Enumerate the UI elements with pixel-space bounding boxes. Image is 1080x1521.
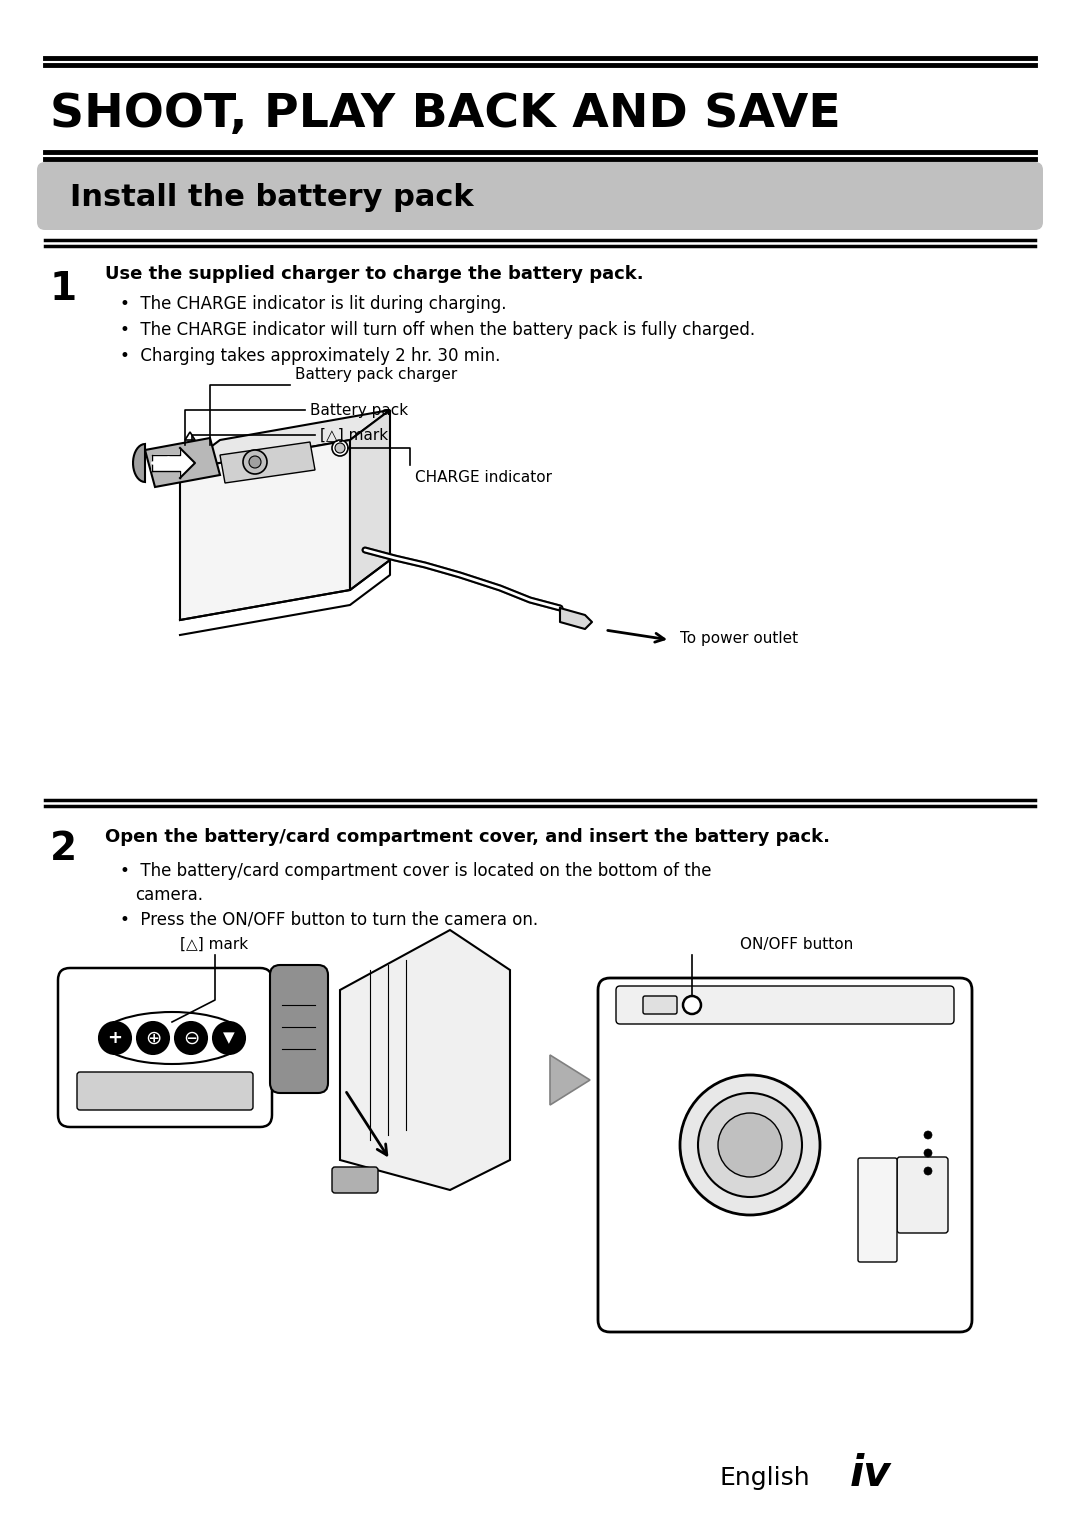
FancyBboxPatch shape xyxy=(616,986,954,1024)
Text: ON/OFF button: ON/OFF button xyxy=(740,937,853,952)
Text: 1: 1 xyxy=(50,271,77,307)
Text: ⊖: ⊖ xyxy=(183,1028,199,1048)
Text: SHOOT, PLAY BACK AND SAVE: SHOOT, PLAY BACK AND SAVE xyxy=(50,93,840,137)
Circle shape xyxy=(137,1022,168,1054)
Text: •  The CHARGE indicator will turn off when the battery pack is fully charged.: • The CHARGE indicator will turn off whe… xyxy=(120,321,755,339)
Text: •  The CHARGE indicator is lit during charging.: • The CHARGE indicator is lit during cha… xyxy=(120,295,507,313)
Text: •  Charging takes approximately 2 hr. 30 min.: • Charging takes approximately 2 hr. 30 … xyxy=(120,347,500,365)
Text: •  The battery/card compartment cover is located on the bottom of the: • The battery/card compartment cover is … xyxy=(120,862,712,881)
Circle shape xyxy=(249,456,261,468)
Circle shape xyxy=(243,450,267,475)
Text: Battery pack: Battery pack xyxy=(310,403,408,417)
Polygon shape xyxy=(340,929,510,1189)
Circle shape xyxy=(213,1022,245,1054)
Text: iv: iv xyxy=(850,1453,891,1495)
Polygon shape xyxy=(152,449,195,478)
Circle shape xyxy=(718,1113,782,1177)
Text: 2: 2 xyxy=(50,830,77,868)
Circle shape xyxy=(924,1132,932,1139)
Circle shape xyxy=(924,1167,932,1176)
Text: [△] mark: [△] mark xyxy=(320,427,388,443)
FancyBboxPatch shape xyxy=(37,163,1043,230)
Circle shape xyxy=(924,1148,932,1157)
FancyBboxPatch shape xyxy=(77,1072,253,1110)
Circle shape xyxy=(332,440,348,456)
Polygon shape xyxy=(145,438,220,487)
FancyBboxPatch shape xyxy=(332,1167,378,1192)
Text: ▼: ▼ xyxy=(224,1031,234,1045)
Text: ⊕: ⊕ xyxy=(145,1028,161,1048)
FancyBboxPatch shape xyxy=(858,1157,897,1262)
FancyBboxPatch shape xyxy=(270,964,328,1094)
Text: Install the battery pack: Install the battery pack xyxy=(70,184,474,213)
FancyBboxPatch shape xyxy=(643,996,677,1015)
Circle shape xyxy=(99,1022,131,1054)
Text: Battery pack charger: Battery pack charger xyxy=(295,368,457,382)
Text: +: + xyxy=(108,1030,122,1046)
Polygon shape xyxy=(180,440,350,621)
Polygon shape xyxy=(550,1056,590,1104)
FancyBboxPatch shape xyxy=(897,1157,948,1234)
Circle shape xyxy=(683,996,701,1015)
Text: English: English xyxy=(720,1466,811,1491)
Text: CHARGE indicator: CHARGE indicator xyxy=(415,470,552,485)
Text: camera.: camera. xyxy=(135,887,203,903)
Polygon shape xyxy=(350,411,390,590)
Polygon shape xyxy=(220,443,315,484)
Polygon shape xyxy=(133,444,145,482)
Polygon shape xyxy=(561,608,592,630)
Text: [△] mark: [△] mark xyxy=(180,937,248,952)
Circle shape xyxy=(698,1094,802,1197)
Circle shape xyxy=(175,1022,207,1054)
FancyBboxPatch shape xyxy=(58,967,272,1127)
Text: •  Press the ON/OFF button to turn the camera on.: • Press the ON/OFF button to turn the ca… xyxy=(120,910,538,928)
Polygon shape xyxy=(180,411,390,470)
Circle shape xyxy=(680,1075,820,1215)
Text: To power outlet: To power outlet xyxy=(680,631,798,645)
Text: Use the supplied charger to charge the battery pack.: Use the supplied charger to charge the b… xyxy=(105,265,644,283)
Text: Open the battery/card compartment cover, and insert the battery pack.: Open the battery/card compartment cover,… xyxy=(105,827,831,846)
Circle shape xyxy=(335,443,345,453)
FancyBboxPatch shape xyxy=(598,978,972,1332)
